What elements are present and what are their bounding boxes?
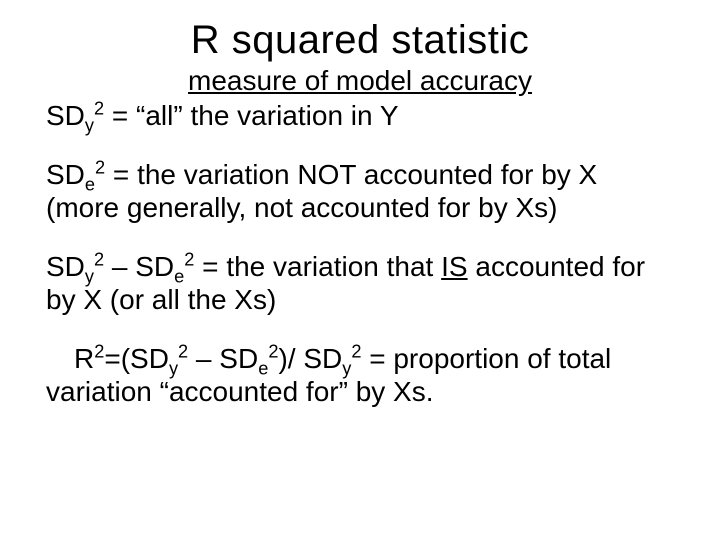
superscript: 2: [178, 342, 188, 362]
superscript: 2: [351, 342, 361, 362]
text: SD: [46, 159, 85, 190]
paragraph-diff: SDy2 – SDe2 = the variation that IS acco…: [46, 250, 674, 316]
paragraph-sdy: SDy2 = “all” the variation in Y: [46, 99, 674, 132]
superscript: 2: [268, 342, 278, 362]
underline-is: IS: [441, 251, 467, 282]
text: =(SD: [104, 343, 169, 374]
text: = the variation NOT accounted for by X (…: [46, 159, 597, 223]
superscript: 2: [184, 250, 194, 270]
superscript: 2: [94, 250, 104, 270]
text: SD: [46, 100, 85, 131]
superscript: 2: [94, 99, 104, 119]
text: = “all” the variation in Y: [104, 100, 398, 131]
text: – SD: [104, 251, 174, 282]
paragraph-rsq: R2=(SDy2 – SDe2)/ SDy2 = proportion of t…: [46, 342, 674, 408]
indent: [46, 343, 74, 374]
text: R: [74, 343, 94, 374]
slide-title: R squared statistic: [46, 18, 674, 63]
text: )/ SD: [278, 343, 342, 374]
superscript: 2: [95, 158, 105, 178]
text: – SD: [188, 343, 258, 374]
slide: R squared statistic measure of model acc…: [0, 0, 720, 540]
text: SD: [46, 251, 85, 282]
paragraph-sde: SDe2 = the variation NOT accounted for b…: [46, 158, 674, 224]
text: = the variation that: [194, 251, 441, 282]
subscript: y: [85, 116, 94, 136]
slide-subtitle: measure of model accuracy: [46, 65, 674, 97]
superscript: 2: [94, 342, 104, 362]
